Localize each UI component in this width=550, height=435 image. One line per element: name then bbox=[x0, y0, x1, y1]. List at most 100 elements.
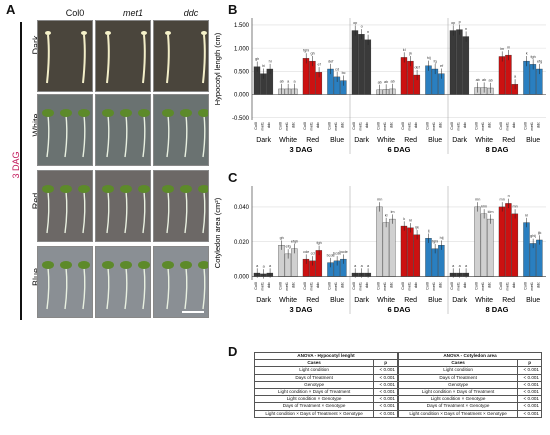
anova-p-cell: < 0.001 bbox=[373, 380, 398, 390]
hypocotyl-stem bbox=[202, 266, 206, 310]
hypocotyl-stem bbox=[82, 114, 86, 158]
genotype-tick-label: Col0 bbox=[377, 282, 381, 290]
scale-bar bbox=[182, 311, 204, 313]
significance-letter: bcde bbox=[339, 250, 347, 254]
cotyledon-leaf bbox=[78, 109, 90, 117]
significance-letter: ab bbox=[482, 78, 486, 82]
y-tick-label: 1.000 bbox=[234, 46, 250, 52]
genotype-tick-label: Col0 bbox=[401, 122, 405, 130]
anova-p-cell: < 0.001 bbox=[517, 402, 542, 411]
genotype-tick-label: ddc bbox=[267, 282, 271, 288]
anova-row: Days of Treatment × Genotype < 0.001 bbox=[253, 402, 398, 411]
condition-label: Red bbox=[306, 297, 319, 304]
seedling-drawing bbox=[162, 185, 210, 234]
bar-8dag-red bbox=[498, 206, 506, 277]
genotype-tick-label: met1 bbox=[261, 282, 265, 290]
genotype-tick-label: met1 bbox=[432, 122, 436, 130]
anova-row: Light condition × Genotype < 0.001 bbox=[253, 395, 398, 404]
panel-a-bracket-line bbox=[20, 22, 22, 320]
y-tick-label: 0.000 bbox=[234, 93, 250, 99]
significance-letter: klm bbox=[481, 205, 487, 209]
condition-label: White bbox=[279, 137, 297, 144]
genotype-tick-label: Col0 bbox=[303, 282, 307, 290]
cotyledon-leaf bbox=[120, 261, 132, 269]
genotype-tick-label: Col0 bbox=[426, 282, 430, 290]
hypocotyl-stem bbox=[82, 34, 86, 84]
seedling-photo-red-2 bbox=[153, 170, 210, 242]
seedling-drawing bbox=[165, 31, 207, 84]
significance-letter: ef bbox=[440, 64, 444, 68]
bar-6dag-dark bbox=[351, 30, 359, 95]
significance-letter: gh bbox=[280, 236, 284, 240]
cotyledon-leaf bbox=[165, 31, 171, 35]
cotyledon-leaf bbox=[162, 261, 174, 269]
bar-8dag-red bbox=[505, 203, 512, 277]
genotype-tick-label: Col0 bbox=[475, 282, 479, 290]
significance-letter: jk bbox=[408, 52, 412, 56]
panel-label-d: D bbox=[228, 344, 238, 359]
significance-letter: kl bbox=[403, 48, 406, 52]
bar-8dag-red bbox=[505, 54, 512, 95]
hypocotyl-stem bbox=[82, 190, 86, 234]
significance-letter: hij bbox=[427, 56, 431, 60]
bar-8dag-dark bbox=[462, 36, 470, 95]
seedling-photo-blue-0 bbox=[37, 246, 93, 318]
significance-letter: p bbox=[459, 20, 461, 24]
significance-letter: a bbox=[465, 264, 468, 268]
significance-letter: fghi bbox=[432, 239, 438, 243]
bar-8dag-blue bbox=[523, 222, 530, 277]
anova-case-cell: Light condition × Days of Treatment × Ge… bbox=[253, 409, 375, 418]
genotype-tick-label: ddc bbox=[488, 122, 492, 128]
genotype-tick-label: met1 bbox=[285, 282, 289, 290]
genotype-tick-label: Col0 bbox=[254, 122, 258, 130]
anova-p-cell: < 0.001 bbox=[373, 395, 398, 404]
anova-case-cell: Light condition × Days of Treatment bbox=[397, 388, 519, 397]
bar-6dag-dark bbox=[358, 34, 365, 95]
bar-8dag-blue bbox=[529, 243, 537, 277]
group-label: 3 DAG bbox=[290, 145, 313, 154]
cotyledon-leaf bbox=[42, 185, 54, 193]
anova-p-cell: < 0.001 bbox=[373, 402, 398, 411]
genotype-tick-label: met1 bbox=[359, 282, 363, 290]
genotype-tick-label: ddc bbox=[292, 282, 296, 288]
condition-label: Blue bbox=[428, 297, 442, 304]
significance-letter: fgh bbox=[530, 55, 535, 59]
anova-row: Light condition × Genotype < 0.001 bbox=[397, 395, 542, 404]
genotype-tick-label: ddc bbox=[537, 122, 541, 128]
genotype-tick-label: Col0 bbox=[426, 122, 430, 130]
significance-letter: n bbox=[465, 27, 467, 31]
anova-p-cell: < 0.001 bbox=[517, 380, 542, 390]
significance-letter: klm bbox=[488, 210, 494, 214]
seedling-drawing bbox=[42, 185, 90, 234]
y-tick-label: -0.500 bbox=[232, 116, 250, 122]
group-label: 6 DAG bbox=[388, 305, 411, 314]
genotype-tick-label: Col0 bbox=[499, 282, 503, 290]
genotype-tick-label: ddc bbox=[267, 122, 271, 128]
genotype-tick-label: ddc bbox=[439, 282, 443, 288]
seedling-drawing bbox=[42, 109, 90, 158]
seedling-drawing bbox=[102, 185, 150, 234]
cotyledon-leaf bbox=[180, 109, 192, 117]
significance-letter: ijk bbox=[415, 226, 419, 230]
hypocotyl-stem bbox=[106, 114, 110, 158]
anova-right-col-cases: Cases bbox=[397, 359, 519, 368]
condition-label: Dark bbox=[256, 297, 271, 304]
condition-label: Blue bbox=[526, 297, 540, 304]
bar-8dag-blue bbox=[536, 239, 543, 277]
genotype-tick-label: Col0 bbox=[279, 282, 283, 290]
significance-letter: a bbox=[367, 264, 370, 268]
genotype-tick-label: Col0 bbox=[377, 122, 381, 130]
significance-letter: lm bbox=[391, 210, 395, 214]
seedling-drawing bbox=[162, 109, 210, 158]
cotyledon-leaf bbox=[120, 109, 132, 117]
anova-case-cell: Days of Treatment bbox=[397, 373, 519, 382]
significance-letter: n bbox=[367, 30, 369, 34]
group-label: 3 DAG bbox=[290, 305, 313, 314]
condition-label: Red bbox=[502, 137, 515, 144]
seedling-photo-white-2 bbox=[153, 94, 210, 166]
condition-label: White bbox=[475, 137, 493, 144]
cotyledon-leaf bbox=[180, 185, 192, 193]
genotype-tick-label: Col0 bbox=[499, 122, 503, 130]
genotype-tick-label: met1 bbox=[334, 282, 338, 290]
significance-letter: fgh bbox=[316, 241, 321, 245]
